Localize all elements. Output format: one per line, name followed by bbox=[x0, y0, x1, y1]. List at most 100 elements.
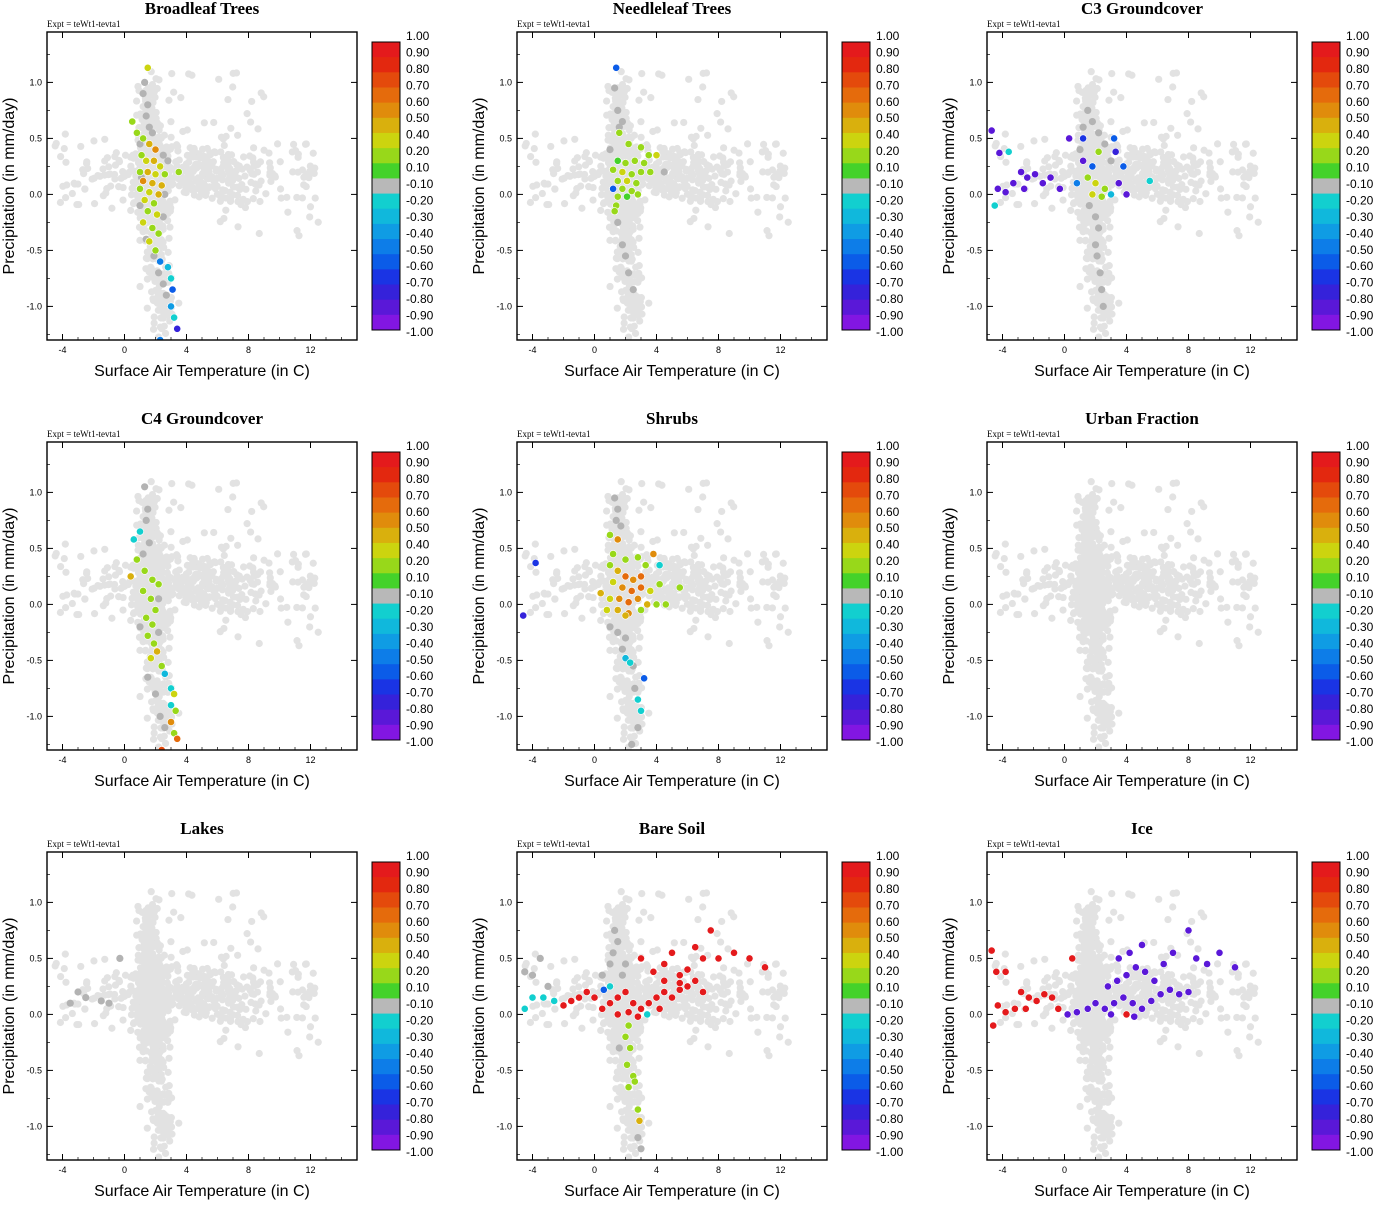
background-point bbox=[720, 144, 727, 151]
colorbar-swatch bbox=[842, 178, 870, 194]
colorbar-label: -0.10 bbox=[406, 177, 434, 191]
background-point bbox=[675, 175, 682, 182]
background-point bbox=[1252, 194, 1259, 201]
data-point bbox=[152, 171, 159, 178]
colorbar-swatch bbox=[842, 148, 870, 164]
background-point bbox=[687, 198, 694, 205]
background-point bbox=[1202, 190, 1209, 197]
background-point bbox=[154, 85, 161, 92]
background-point bbox=[628, 258, 635, 265]
neutral-point bbox=[619, 241, 626, 248]
background-point bbox=[269, 580, 276, 587]
background-point bbox=[128, 191, 135, 198]
colorbar-label: 0.90 bbox=[406, 45, 430, 59]
background-point bbox=[69, 190, 76, 197]
background-point bbox=[160, 590, 167, 597]
background-point bbox=[1017, 143, 1024, 150]
background-point bbox=[763, 194, 770, 201]
background-point bbox=[1196, 198, 1203, 205]
background-point bbox=[170, 89, 177, 96]
background-point bbox=[1073, 97, 1080, 104]
background-point bbox=[1076, 283, 1083, 290]
background-point bbox=[155, 543, 162, 550]
background-point bbox=[1108, 311, 1115, 318]
y-axis-label: Precipitation (in mm/day) bbox=[941, 98, 958, 275]
data-point bbox=[996, 149, 1003, 156]
background-point bbox=[306, 168, 313, 175]
data-point bbox=[144, 208, 151, 215]
background-point bbox=[177, 94, 184, 101]
data-point bbox=[1010, 180, 1017, 187]
data-point bbox=[623, 193, 630, 200]
background-point bbox=[188, 72, 195, 79]
background-point bbox=[1076, 224, 1083, 231]
background-point bbox=[666, 153, 673, 160]
background-point bbox=[1097, 323, 1104, 330]
background-point bbox=[714, 198, 721, 205]
background-point bbox=[730, 93, 737, 100]
background-point bbox=[665, 182, 672, 189]
colorbar-swatch bbox=[372, 118, 400, 134]
data-point bbox=[1092, 180, 1099, 187]
background-point bbox=[634, 217, 641, 224]
background-point bbox=[992, 142, 999, 149]
y-axis-label: Precipitation (in mm/day) bbox=[471, 98, 488, 275]
background-point bbox=[703, 161, 710, 168]
background-point bbox=[637, 134, 644, 141]
background-point bbox=[217, 198, 224, 205]
background-point bbox=[625, 76, 632, 83]
colorbar-swatch bbox=[1312, 87, 1340, 103]
background-point bbox=[569, 165, 576, 172]
background-point bbox=[174, 143, 181, 150]
background-point bbox=[166, 634, 173, 641]
background-point bbox=[233, 161, 240, 168]
background-point bbox=[652, 186, 659, 193]
data-point bbox=[150, 157, 157, 164]
neutral-point bbox=[1095, 224, 1102, 231]
data-point bbox=[143, 157, 150, 164]
colorbar-swatch bbox=[842, 118, 870, 134]
background-point bbox=[1094, 85, 1101, 92]
background-point bbox=[284, 209, 291, 216]
background-point bbox=[184, 562, 191, 569]
background-point bbox=[638, 274, 645, 281]
background-point bbox=[1087, 229, 1094, 236]
background-point bbox=[1184, 198, 1191, 205]
data-point bbox=[994, 185, 1001, 192]
data-point bbox=[1002, 189, 1009, 196]
background-point bbox=[571, 157, 578, 164]
data-point bbox=[647, 168, 654, 175]
background-point bbox=[233, 69, 240, 76]
background-point bbox=[1091, 94, 1098, 101]
background-point bbox=[274, 550, 281, 557]
background-point bbox=[189, 186, 196, 193]
background-point bbox=[1255, 219, 1262, 226]
background-point bbox=[716, 152, 723, 159]
background-point bbox=[697, 125, 704, 132]
colorbar-swatch bbox=[1312, 42, 1340, 58]
background-point bbox=[174, 553, 181, 560]
background-point bbox=[227, 125, 234, 132]
data-point bbox=[1095, 148, 1102, 155]
colorbar-swatch bbox=[842, 42, 870, 58]
neutral-point bbox=[1080, 124, 1087, 131]
background-point bbox=[212, 149, 219, 156]
background-point bbox=[226, 599, 233, 606]
background-point bbox=[218, 581, 225, 588]
data-point bbox=[157, 163, 164, 170]
background-point bbox=[1224, 209, 1231, 216]
background-point bbox=[726, 198, 733, 205]
background-point bbox=[636, 201, 643, 208]
neutral-point bbox=[619, 118, 626, 125]
background-point bbox=[142, 647, 149, 654]
background-point bbox=[254, 125, 261, 132]
background-point bbox=[1181, 173, 1188, 180]
colorbar-swatch bbox=[372, 269, 400, 285]
colorbar-label: -0.20 bbox=[876, 193, 904, 207]
neutral-point bbox=[1098, 286, 1105, 293]
neutral-point bbox=[1076, 146, 1083, 153]
background-point bbox=[1106, 224, 1113, 231]
expt-label: Expt = teWt1-tevta1 bbox=[47, 429, 121, 439]
background-point bbox=[1075, 187, 1082, 194]
